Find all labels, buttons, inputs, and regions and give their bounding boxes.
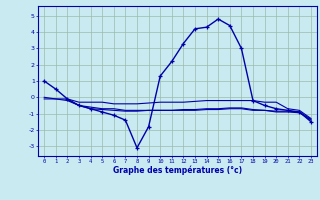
X-axis label: Graphe des températures (°c): Graphe des températures (°c) [113,166,242,175]
